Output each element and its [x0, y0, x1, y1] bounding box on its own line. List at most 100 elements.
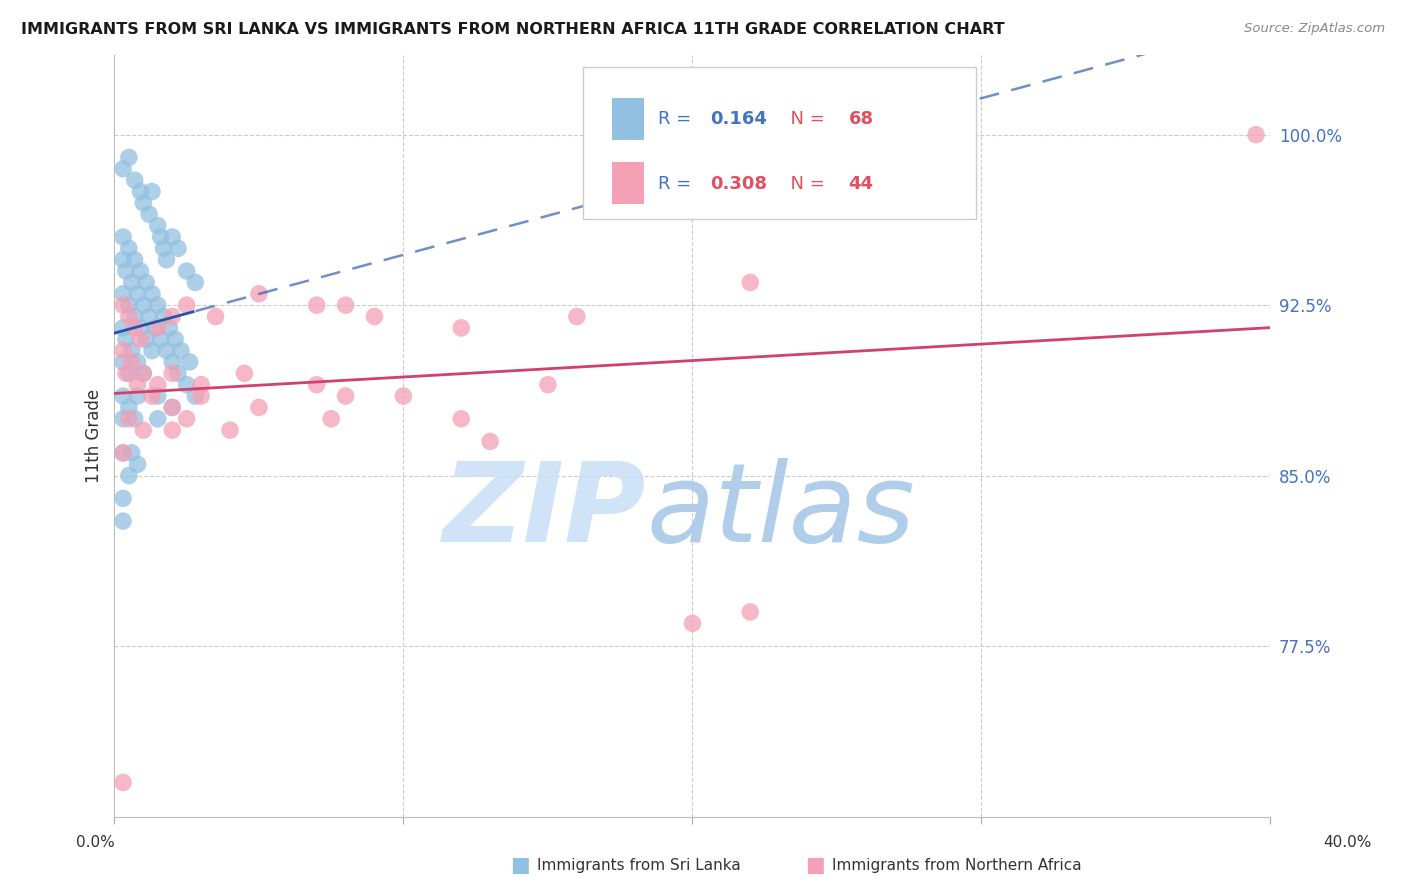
Text: 40.0%: 40.0% [1323, 836, 1371, 850]
Text: N =: N = [779, 111, 831, 128]
Point [146, 411, 169, 425]
Point [160, 367, 183, 381]
Point [112, 446, 135, 460]
Point [157, 321, 180, 335]
Point [335, 298, 357, 312]
Text: N =: N = [779, 175, 831, 193]
Point [121, 355, 143, 369]
Point [124, 321, 146, 335]
FancyBboxPatch shape [582, 67, 976, 219]
Point [112, 411, 135, 425]
Point [160, 310, 183, 324]
Point [112, 355, 135, 369]
Point [179, 355, 201, 369]
Point [112, 446, 135, 460]
Point [124, 310, 146, 324]
Point [132, 367, 155, 381]
Point [121, 343, 143, 358]
Point [146, 389, 169, 403]
Text: 0.0%: 0.0% [76, 836, 115, 850]
Point [112, 286, 135, 301]
Point [132, 298, 155, 312]
Point [565, 310, 588, 324]
Point [124, 173, 146, 187]
Point [127, 389, 149, 403]
Point [219, 423, 242, 437]
Point [115, 332, 138, 346]
Point [115, 264, 138, 278]
Point [112, 491, 135, 506]
Text: Source: ZipAtlas.com: Source: ZipAtlas.com [1244, 22, 1385, 36]
Point [132, 423, 155, 437]
Point [184, 276, 207, 290]
Point [204, 310, 226, 324]
Point [127, 377, 149, 392]
Point [115, 367, 138, 381]
Point [167, 367, 190, 381]
Point [127, 286, 149, 301]
Point [121, 276, 143, 290]
Point [118, 241, 141, 255]
Point [118, 150, 141, 164]
Point [190, 389, 212, 403]
Point [132, 367, 155, 381]
Point [129, 185, 152, 199]
Point [740, 605, 762, 619]
Point [176, 298, 198, 312]
Point [321, 411, 343, 425]
Point [143, 321, 166, 335]
Point [127, 457, 149, 471]
Text: atlas: atlas [647, 458, 915, 566]
Text: R =: R = [658, 175, 697, 193]
Point [124, 411, 146, 425]
Point [146, 321, 169, 335]
Point [167, 241, 190, 255]
Point [124, 252, 146, 267]
Point [305, 377, 328, 392]
Point [160, 230, 183, 244]
Point [537, 377, 560, 392]
Text: 44: 44 [848, 175, 873, 193]
Point [138, 310, 160, 324]
Point [146, 219, 169, 233]
Point [118, 411, 141, 425]
Point [112, 389, 135, 403]
Point [141, 286, 163, 301]
Point [155, 252, 177, 267]
Point [129, 321, 152, 335]
Point [681, 616, 703, 631]
Text: ZIP: ZIP [443, 458, 647, 566]
Point [247, 401, 270, 415]
Text: ■: ■ [510, 855, 530, 875]
Point [135, 276, 157, 290]
Point [740, 276, 762, 290]
Point [112, 321, 135, 335]
Point [112, 252, 135, 267]
Point [149, 332, 172, 346]
Point [129, 264, 152, 278]
Point [149, 230, 172, 244]
Point [135, 332, 157, 346]
Point [141, 343, 163, 358]
Point [112, 343, 135, 358]
Point [127, 355, 149, 369]
Point [450, 411, 472, 425]
Point [132, 195, 155, 210]
Point [363, 310, 385, 324]
Y-axis label: 11th Grade: 11th Grade [86, 389, 103, 483]
Point [146, 377, 169, 392]
Point [184, 389, 207, 403]
Text: IMMIGRANTS FROM SRI LANKA VS IMMIGRANTS FROM NORTHERN AFRICA 11TH GRADE CORRELAT: IMMIGRANTS FROM SRI LANKA VS IMMIGRANTS … [21, 22, 1005, 37]
Point [160, 401, 183, 415]
Point [1244, 128, 1267, 142]
Point [118, 468, 141, 483]
FancyBboxPatch shape [612, 162, 644, 204]
FancyBboxPatch shape [612, 98, 644, 140]
Point [392, 389, 415, 403]
Point [176, 377, 198, 392]
Point [152, 241, 174, 255]
Point [138, 207, 160, 221]
Point [479, 434, 502, 449]
Point [247, 286, 270, 301]
Text: Immigrants from Sri Lanka: Immigrants from Sri Lanka [537, 858, 741, 872]
